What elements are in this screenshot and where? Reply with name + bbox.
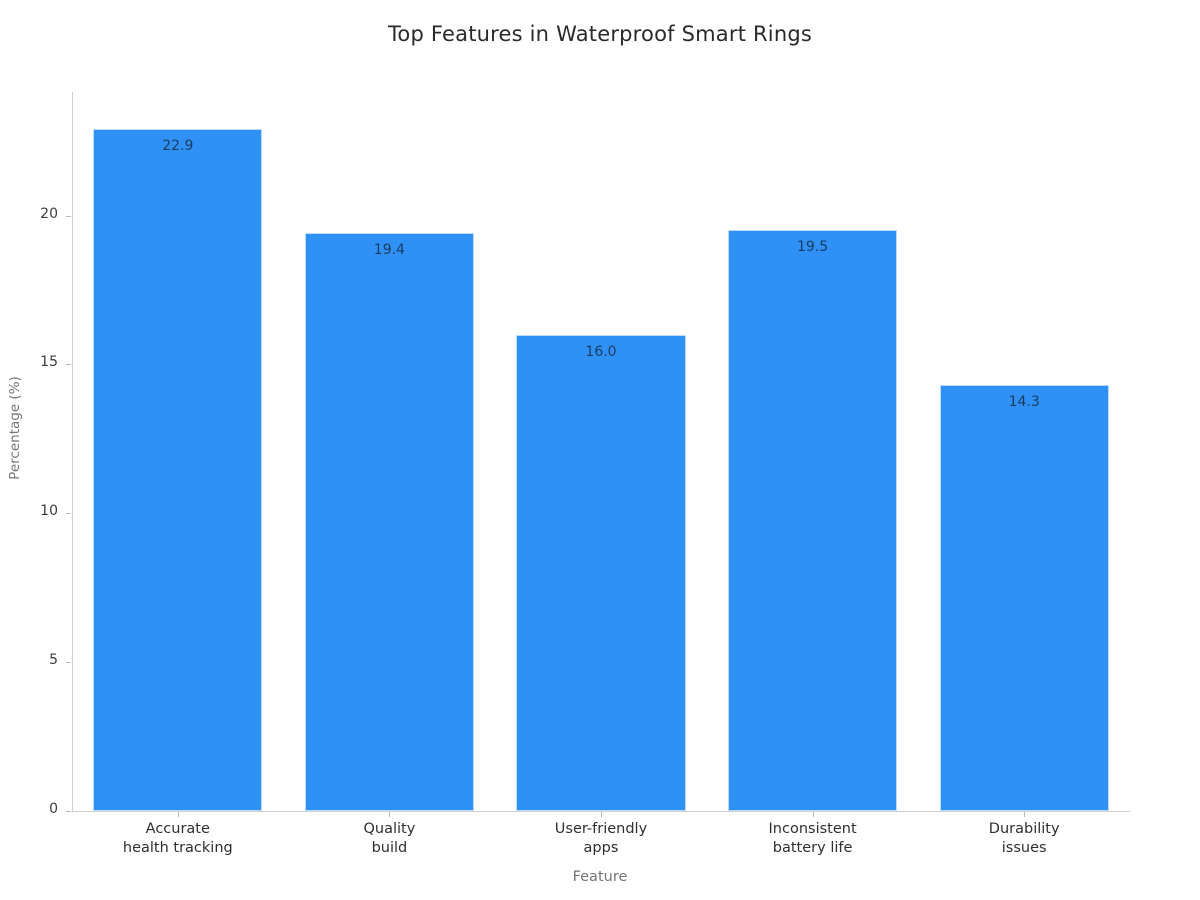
x-tick-label-line: apps (583, 840, 619, 856)
bar[interactable]: 19.5 (727, 230, 898, 811)
y-tick-mark (66, 513, 71, 515)
bar[interactable]: 14.3 (939, 385, 1109, 811)
x-tick-mark (601, 812, 602, 817)
y-axis-spine (72, 92, 73, 811)
x-tick-label: Durability issues (918, 820, 1130, 858)
x-tick-label: Quality build (284, 820, 496, 858)
x-tick-label-line: Accurate (145, 821, 210, 837)
x-tick-mark (389, 812, 391, 817)
x-tick-label-line: Inconsistent (768, 821, 857, 837)
bar[interactable]: 19.4 (304, 233, 475, 811)
y-axis-label: Percentage (%) (7, 376, 23, 480)
bar-value-label: 16.0 (585, 343, 617, 360)
chart-title: Top Features in Waterproof Smart Rings (387, 22, 813, 46)
x-tick-mark (1024, 812, 1026, 817)
bar[interactable]: 22.9 (93, 129, 263, 811)
x-tick-label-line: Durability (988, 821, 1060, 837)
bar-value-label: 14.3 (1008, 394, 1040, 411)
y-tick-mark (66, 662, 71, 664)
y-tick-label: 10 (40, 503, 58, 520)
x-tick-mark (177, 812, 179, 817)
x-tick-label-line: build (371, 840, 408, 856)
x-axis-label: Feature (572, 869, 628, 885)
x-tick-label-line: issues (1001, 840, 1047, 856)
y-tick-label: 20 (40, 205, 58, 222)
x-tick-label: Inconsistent battery life (707, 820, 919, 858)
x-tick-mark (812, 812, 814, 817)
x-tick-label-line: User-friendly (554, 821, 648, 837)
y-tick-label: 0 (49, 801, 58, 817)
x-axis-spine (72, 811, 1130, 812)
y-tick-label: 5 (49, 652, 58, 669)
x-tick-label-line: Quality (363, 821, 416, 837)
y-tick-mark (66, 364, 71, 366)
x-tick-label-line: health tracking (122, 840, 233, 856)
bar-value-label: 22.9 (162, 138, 194, 155)
x-tick-label: User-friendly apps (495, 820, 707, 858)
bar-value-label: 19.5 (797, 239, 829, 256)
y-tick-mark (66, 811, 71, 812)
y-tick-mark (66, 215, 71, 217)
y-tick-label: 15 (40, 354, 58, 371)
x-tick-label-line: battery life (772, 840, 853, 856)
x-tick-label: Accurate health tracking (72, 820, 284, 858)
bar[interactable]: 16.0 (516, 334, 686, 811)
bar-value-label: 19.4 (373, 242, 405, 259)
